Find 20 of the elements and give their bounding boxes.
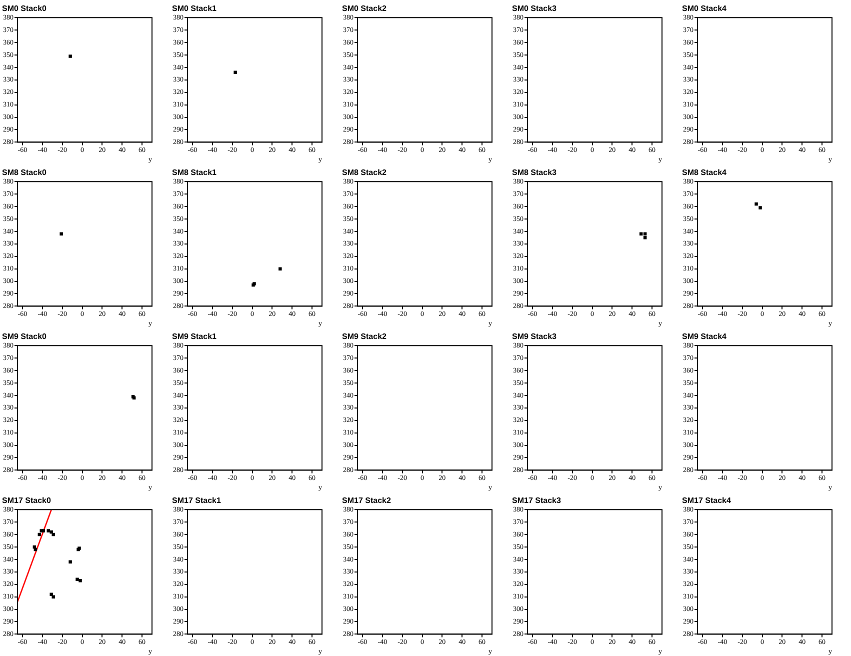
chart-title: SM9 Stack0 xyxy=(2,332,48,342)
chart-title: SM8 Stack0 xyxy=(2,168,48,178)
chart-title: SM0 Stack2 xyxy=(342,4,388,14)
chart-title: SM8 Stack1 xyxy=(172,168,218,178)
chart-title: SM0 Stack4 xyxy=(682,4,728,14)
chart-title: SM17 Stack1 xyxy=(172,496,222,506)
chart-title: SM0 Stack1 xyxy=(172,4,218,14)
chart-title: SM8 Stack3 xyxy=(512,168,558,178)
chart-title: SM8 Stack2 xyxy=(342,168,388,178)
chart-title: SM0 Stack3 xyxy=(512,4,558,14)
chart-title: SM17 Stack2 xyxy=(342,496,392,506)
chart-title: SM9 Stack3 xyxy=(512,332,558,342)
chart-title: SM9 Stack4 xyxy=(682,332,728,342)
chart-title: SM17 Stack0 xyxy=(2,496,52,506)
chart-title: SM9 Stack1 xyxy=(172,332,218,342)
chart-title: SM8 Stack4 xyxy=(682,168,728,178)
chart-title: SM17 Stack4 xyxy=(682,496,732,506)
chart-title: SM9 Stack2 xyxy=(342,332,388,342)
chart-title: SM0 Stack0 xyxy=(2,4,48,14)
chart-title: SM17 Stack3 xyxy=(512,496,562,506)
